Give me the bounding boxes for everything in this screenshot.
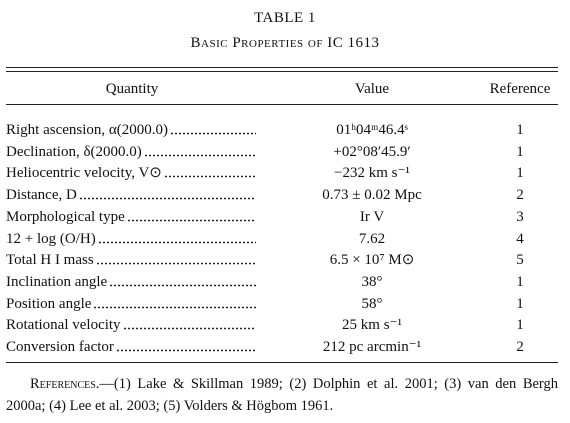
dot-leader: [122, 315, 256, 331]
quantity-cell: Rotational velocity: [6, 315, 256, 335]
quantity: Inclination angle: [6, 273, 108, 290]
header: Reference: [489, 81, 551, 97]
quantity-cell: Inclination angle: [6, 271, 256, 292]
reference: 1: [516, 122, 524, 138]
quantity-cell: Position angle: [6, 293, 256, 314]
reference: 1: [516, 295, 524, 312]
table-row: Total H I mass 6.5 × 10⁷ M⊙ 5: [0, 250, 570, 270]
quantity-cell: Total H I mass: [6, 250, 256, 270]
quantity-cell: Declination, δ(2000.0): [6, 141, 256, 162]
quantity: 12 + log (O/H): [6, 230, 96, 247]
table-row: Declination, δ(2000.0) +02°08′45.9′ 1: [0, 141, 570, 162]
header: Quantity: [105, 81, 159, 97]
quantity-cell: 12 + log (O/H): [6, 228, 256, 249]
quantity: Position angle: [6, 295, 92, 312]
dot-leader: [170, 120, 256, 135]
quantity: Morphological type: [6, 208, 125, 225]
value: 01ʰ04ᵐ46.4ˢ: [336, 122, 408, 138]
quantity: Distance, D: [6, 187, 77, 204]
reference: 1: [516, 143, 524, 160]
references-text: —(1) Lake & Skillman 1989; (2) Dolphin e…: [6, 376, 558, 414]
rule: [6, 362, 558, 363]
reference: 2: [516, 339, 524, 355]
table-row: Morphological type Ir V 3: [0, 206, 570, 227]
quantity: Total H I mass: [6, 252, 94, 269]
rule: [6, 71, 558, 72]
quantity: Heliocentric velocity, V⊙: [6, 165, 162, 182]
quantity: Conversion factor: [6, 339, 114, 355]
quantity-cell: Right ascension, α(2000.0): [6, 120, 256, 140]
references-label: References.: [30, 376, 100, 392]
value: −232 km s⁻¹: [334, 165, 410, 182]
table-row: Conversion factor 212 pc arcmin⁻¹ 2: [0, 337, 570, 357]
reference: 1: [516, 165, 524, 182]
quantity-cell: Morphological type: [6, 206, 256, 227]
dot-leader: [126, 206, 256, 222]
value: 0.73 ± 0.02 Mpc: [322, 187, 422, 204]
reference: 3: [516, 208, 524, 225]
reference: 5: [516, 252, 524, 269]
table-title: TABLE 1: [254, 10, 316, 26]
value: 212 pc arcmin⁻¹: [322, 339, 422, 355]
value: 38°: [361, 273, 383, 290]
reference: 1: [516, 273, 524, 290]
table-row: Distance, D 0.73 ± 0.02 Mpc 2: [0, 185, 570, 205]
dot-leader: [115, 337, 256, 352]
dot-leader: [109, 271, 256, 287]
table-caption: Basic Properties of IC 1613: [190, 35, 380, 51]
table-row: Heliocentric velocity, V⊙ −232 km s⁻¹ 1: [0, 163, 570, 183]
quantity-cell: Conversion factor: [6, 337, 256, 357]
dot-leader: [97, 228, 256, 244]
value: 6.5 × 10⁷ M⊙: [329, 252, 415, 269]
value: 25 km s⁻¹: [342, 317, 402, 334]
dot-leader: [163, 163, 256, 179]
header-row: Quantity Value Reference: [0, 79, 570, 99]
dot-leader: [78, 185, 256, 201]
table-row: Rotational velocity 25 km s⁻¹ 1: [0, 315, 570, 335]
rule: [6, 104, 558, 105]
value: 7.62: [358, 230, 386, 247]
quantity: Right ascension, α(2000.0): [6, 122, 169, 138]
table-row: Inclination angle 38° 1: [0, 271, 570, 292]
dot-leader: [95, 250, 256, 266]
dot-leader: [93, 293, 256, 309]
rule: [6, 67, 558, 68]
references: References.—(1) Lake & Skillman 1989; (2…: [6, 373, 558, 417]
value: +02°08′45.9′: [333, 143, 411, 160]
header: Value: [354, 81, 390, 97]
value: 58°: [361, 295, 383, 312]
reference: 1: [516, 317, 524, 334]
dot-leader: [143, 141, 256, 157]
table-row: Right ascension, α(2000.0) 01ʰ04ᵐ46.4ˢ 1: [0, 120, 570, 140]
reference: 4: [516, 230, 524, 247]
value: Ir V: [359, 208, 385, 225]
quantity-cell: Heliocentric velocity, V⊙: [6, 163, 256, 183]
quantity-cell: Distance, D: [6, 185, 256, 205]
reference: 2: [516, 187, 524, 204]
table-row: 12 + log (O/H) 7.62 4: [0, 228, 570, 249]
quantity: Rotational velocity: [6, 317, 121, 334]
quantity: Declination, δ(2000.0): [6, 143, 142, 160]
table-row: Position angle 58° 1: [0, 293, 570, 314]
